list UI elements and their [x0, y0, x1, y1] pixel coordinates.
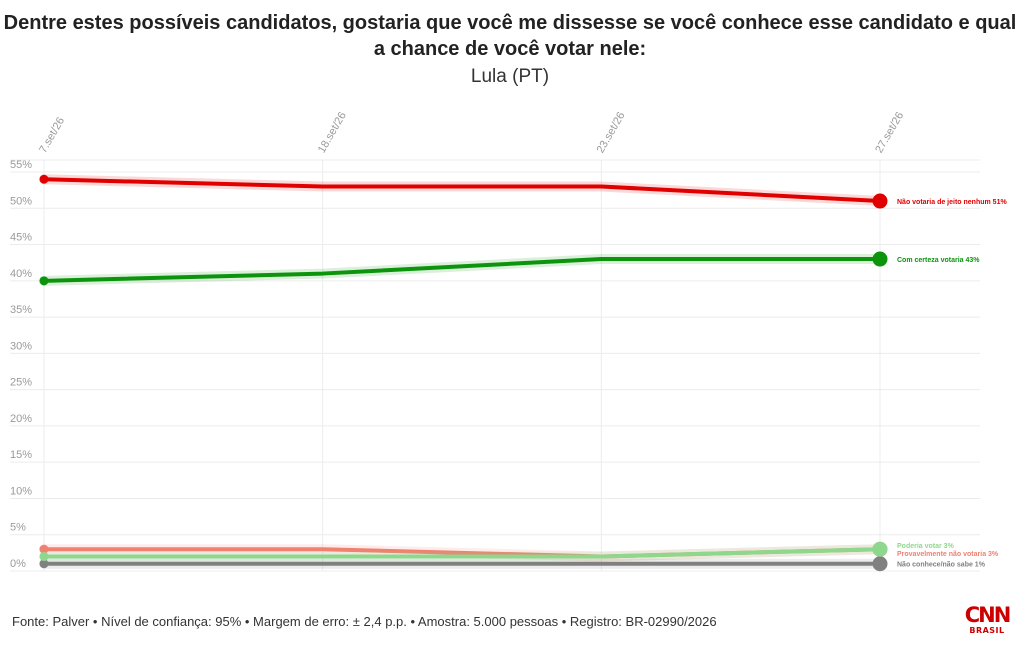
x-tick-label: 27.set/26 [873, 110, 906, 155]
y-tick-label: 55% [10, 159, 32, 171]
x-axis-ticks: 7.set/26 18.set/26 23.set/26 27.set/26 [37, 110, 906, 155]
y-tick-label: 50% [10, 195, 32, 207]
x-tick-label: 23.set/26 [595, 110, 628, 155]
y-axis-ticks: 0% 5% 10% 15% 20% 25% 30% 35% 40% 45% 50% 55% [10, 159, 32, 570]
line-chart: 0% 5% 10% 15% 20% 25% 30% 35% 40% 45% 50% 55% 7.set… [10, 110, 1007, 572]
y-tick-label: 30% [10, 340, 32, 352]
y-tick-label: 5% [10, 522, 26, 534]
cnn-brasil-logo: CNN BRASIL [962, 604, 1012, 636]
y-tick-label: 45% [10, 232, 32, 244]
y-tick-label: 15% [10, 449, 32, 461]
series-line [42, 257, 882, 283]
series-end-labels: Não votaria de jeito nenhum 51% Com certe… [897, 199, 1007, 569]
series-start-point [39, 276, 49, 286]
series-end-point [872, 193, 888, 209]
series-line [42, 177, 882, 204]
chart-subtitle: Lula (PT) [470, 66, 550, 87]
series-start-point [39, 544, 49, 554]
series-end-label: Provavelmente não votaria 3% [897, 551, 999, 558]
series-start-point [39, 559, 49, 569]
y-tick-label: 35% [10, 304, 32, 316]
series-end-point [872, 251, 888, 267]
y-tick-label: 20% [10, 413, 32, 425]
series-end-label: Poderia votar 3% [897, 543, 955, 550]
x-tick-label: 18.set/26 [316, 110, 349, 155]
series-end-point [872, 541, 888, 557]
logo-subtext: BRASIL [969, 626, 1005, 635]
y-tick-label: 10% [10, 485, 32, 497]
x-tick-label: 7.set/26 [37, 115, 67, 155]
y-tick-label: 25% [10, 377, 32, 389]
source-footnote: Fonte: Palver • Nível de confiança: 95% … [12, 614, 717, 629]
series-lines [39, 174, 888, 572]
y-tick-label: 0% [10, 558, 26, 570]
y-tick-label: 40% [10, 268, 32, 280]
series-end-label: Não votaria de jeito nenhum 51% [897, 199, 1007, 206]
logo-text: CNN [964, 603, 1012, 627]
grid-lines [10, 159, 980, 572]
series-line [42, 547, 882, 559]
series-end-point [872, 556, 888, 572]
series-end-label: Não conhece/não sabe 1% [897, 562, 986, 569]
series-end-label: Com certeza votaria 43% [897, 257, 980, 264]
chart-title: Dentre estes possíveis candidatos, gosta… [3, 12, 1017, 60]
series-start-point [39, 174, 49, 184]
series-start-point [39, 551, 49, 561]
